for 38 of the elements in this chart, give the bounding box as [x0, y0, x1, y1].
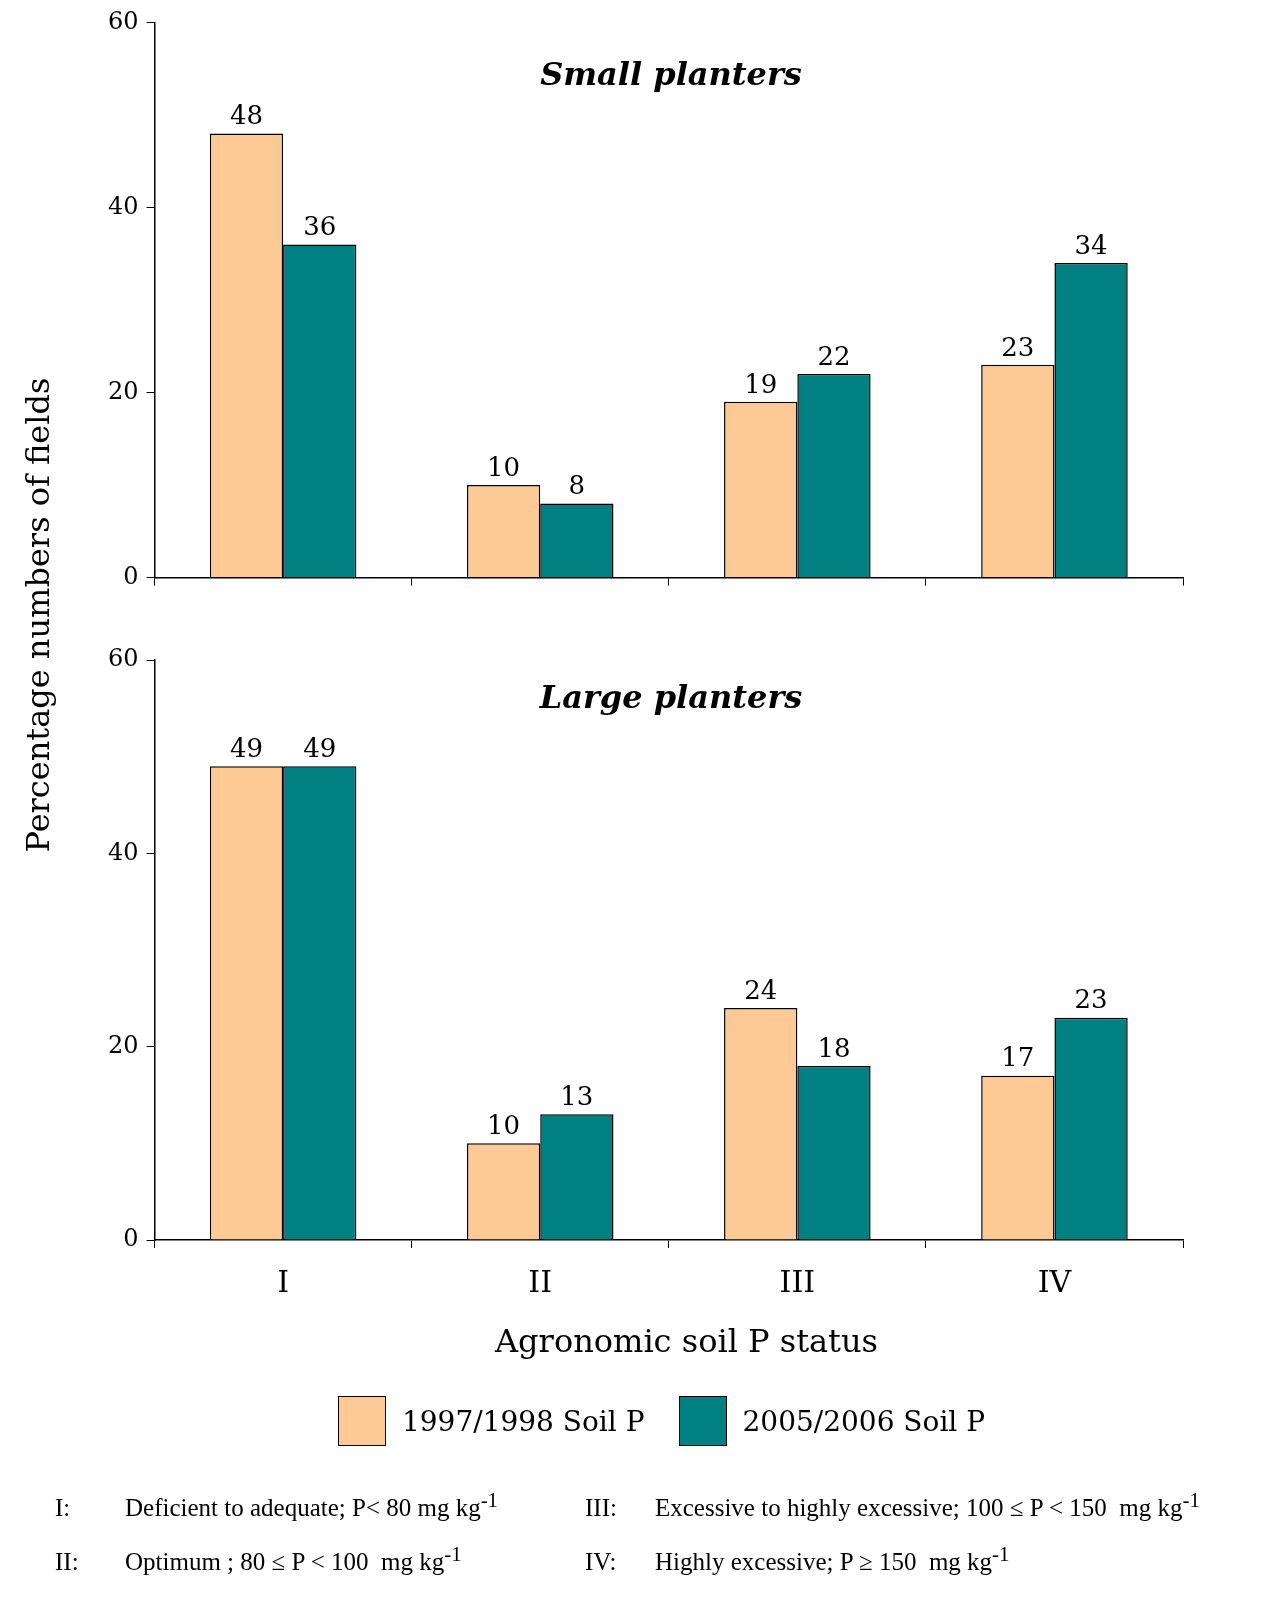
data-label: 34: [1074, 229, 1108, 260]
x-tick-label: III: [779, 1263, 816, 1299]
data-label: 22: [817, 340, 851, 371]
data-label: 23: [1001, 331, 1035, 362]
y-tick-label: 0: [123, 1224, 139, 1253]
text: Large planters: [538, 678, 804, 716]
text: Small planters: [539, 55, 803, 93]
data-label: 49: [303, 733, 337, 764]
data-label: 10: [487, 451, 521, 482]
data-label: 13: [560, 1081, 594, 1112]
y-tick-label: 40: [107, 191, 139, 220]
legend-label: 2005/2006 Soil P: [742, 1404, 986, 1438]
legend-label: 1997/1998 Soil P: [401, 1404, 645, 1438]
y-axis-title: Percentage numbers of fields: [19, 377, 57, 853]
data-label: 8: [568, 470, 586, 501]
y-tick-label: 20: [107, 1030, 139, 1059]
data-label: 19: [744, 368, 778, 399]
y-tick-label: 20: [107, 376, 139, 405]
data-label: 48: [229, 100, 263, 131]
data-label: 23: [1074, 984, 1108, 1015]
text: III: Excessive to highly excessive; 100 ≤ P < 150 mg kg$^{-1}$: [585, 1488, 1201, 1523]
x-axis-title: Agronomic soil P status: [493, 1322, 879, 1360]
data-label: 24: [744, 974, 778, 1005]
data-label: 18: [817, 1032, 851, 1063]
x-tick-label: I: [277, 1263, 290, 1299]
text: I: Deficient to adequate; P< 80 mg kg$^{-1}$: [55, 1488, 500, 1523]
data-label: 10: [487, 1110, 521, 1141]
y-tick-label: 40: [107, 837, 139, 866]
y-tick-label: 60: [107, 6, 139, 35]
y-tick-label: 60: [107, 644, 139, 673]
data-label: 17: [1001, 1042, 1035, 1073]
data-label: 36: [303, 211, 337, 242]
y-tick-label: 0: [123, 561, 139, 590]
x-tick-label: II: [528, 1263, 553, 1299]
data-label: 49: [229, 733, 263, 764]
text: II: Optimum ; 80 ≤ P < 100 mg kg$^{-1}$: [55, 1542, 463, 1577]
text: IV: Highly excessive; P ≥ 150 mg kg$^{-1}$: [585, 1542, 1011, 1577]
x-tick-label: IV: [1037, 1263, 1073, 1299]
